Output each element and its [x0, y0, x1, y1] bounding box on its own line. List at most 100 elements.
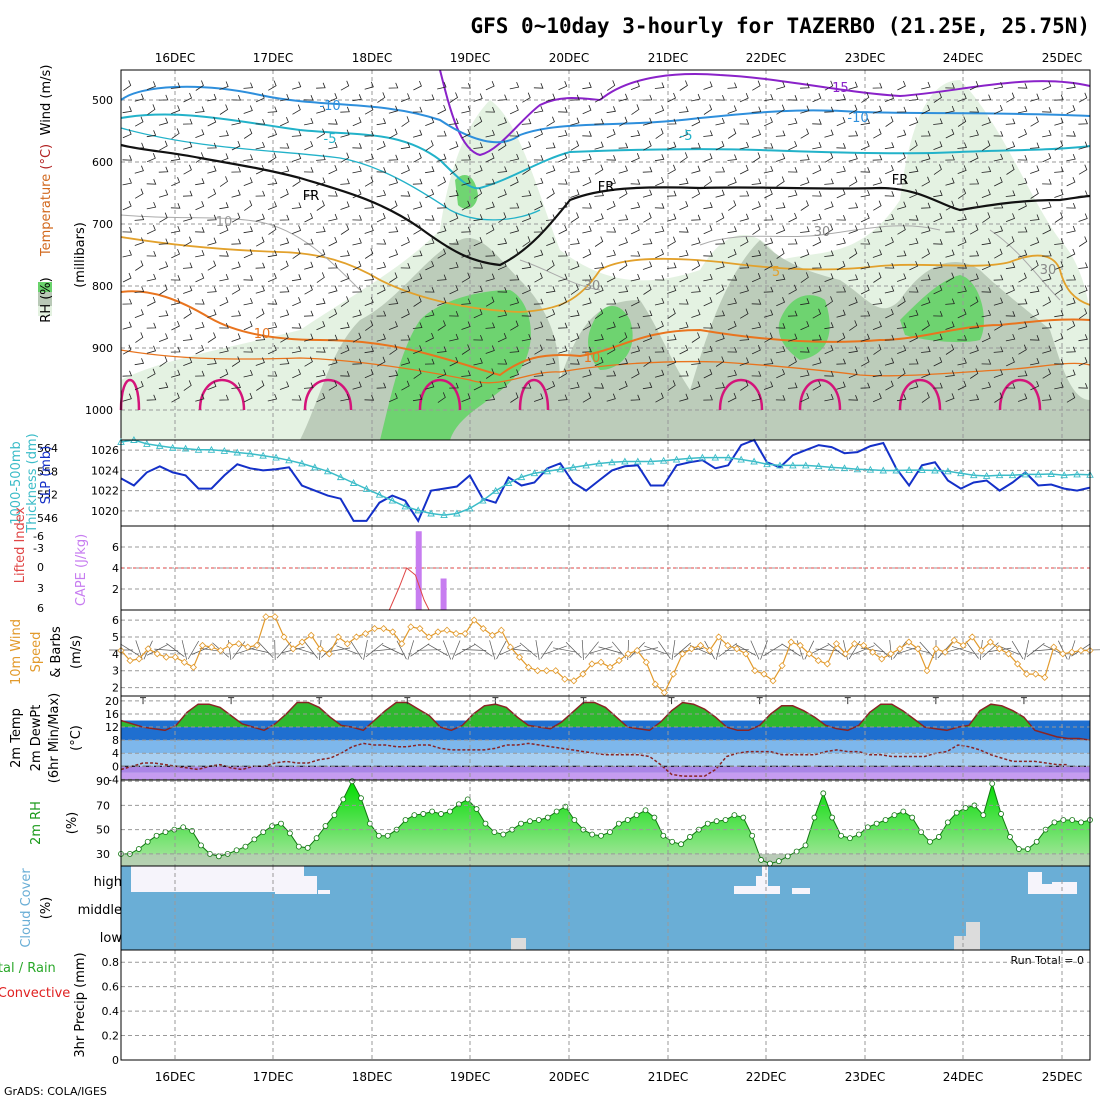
thickness-marker — [711, 453, 720, 461]
wind-barb — [134, 286, 145, 293]
wind-barb — [1017, 226, 1028, 233]
axis-label: SLP (mb) — [39, 446, 54, 505]
wind-barb — [945, 249, 955, 258]
wind-barb — [1054, 381, 1064, 390]
bottom-date-label: 18DEC — [352, 1070, 392, 1084]
wind-speed-marker — [343, 640, 351, 648]
wind-barb — [763, 237, 774, 246]
wind-barb — [1054, 189, 1064, 198]
wind-barb — [219, 104, 229, 115]
wind-barb — [243, 226, 253, 234]
wind-barb — [884, 142, 895, 150]
wind-barb — [630, 130, 641, 138]
wind-barb — [921, 274, 931, 281]
axis-label: (%) — [39, 897, 54, 920]
wind-barb — [510, 320, 519, 331]
wind-barb — [1042, 201, 1052, 210]
wind-barb — [1030, 286, 1040, 294]
wind-barb — [376, 284, 386, 295]
wind-barb — [291, 202, 302, 209]
wind-barb — [449, 92, 458, 103]
wind-barb — [739, 334, 750, 341]
surface-wind-barb — [187, 640, 200, 660]
thickness-marker — [323, 467, 332, 475]
surface-wind-barb — [473, 643, 493, 657]
wind-barb — [909, 260, 919, 271]
surface-wind-barb — [598, 646, 622, 654]
wind-barb — [897, 80, 906, 91]
wind-barb — [981, 117, 991, 126]
wind-barb — [328, 190, 338, 197]
wind-barb — [485, 224, 495, 235]
axis-label: Thickness (dm) — [25, 433, 40, 533]
rh-marker — [660, 832, 667, 839]
cape-tick: 6 — [112, 541, 119, 554]
wind-barb — [860, 382, 871, 389]
wind-barb — [171, 320, 180, 331]
wind-barb — [921, 153, 931, 162]
wind-barb — [921, 297, 931, 306]
thickness-marker — [853, 465, 862, 473]
wind-barb — [328, 262, 338, 269]
wind-barb — [1054, 212, 1063, 223]
wind-barb — [643, 356, 652, 367]
wind-barb — [558, 296, 568, 307]
wind-barb — [158, 261, 169, 270]
wind-barb — [703, 322, 713, 329]
wind-barb — [159, 356, 168, 367]
wind-barb — [1066, 320, 1076, 331]
wind-barb — [400, 191, 411, 197]
wind-barb — [751, 370, 762, 377]
wind-speed-marker — [289, 645, 297, 653]
wind-barb — [195, 272, 205, 283]
wind-barb — [183, 357, 193, 366]
wind-barb — [243, 177, 253, 186]
wind-barb — [425, 309, 435, 318]
wind-barb — [207, 142, 217, 149]
wind-barb — [896, 201, 907, 210]
wind-barb — [424, 215, 435, 221]
thickness-marker — [285, 456, 293, 464]
wind-barb — [485, 80, 495, 91]
axis-label: CAPE (J/kg) — [74, 534, 89, 606]
wind-barb — [933, 310, 943, 317]
wind-barb — [510, 176, 519, 187]
rh-shading — [778, 295, 830, 360]
wind-barb — [812, 141, 822, 150]
wind-barb — [219, 225, 229, 235]
contour-label: 10 — [216, 215, 233, 230]
wind-speed-marker — [389, 628, 397, 636]
thickness-marker — [944, 467, 952, 475]
wind-barb — [1006, 236, 1015, 247]
wind-barb — [473, 142, 483, 149]
wind-barb — [727, 346, 738, 353]
surface-wind-barb — [781, 643, 801, 657]
wind-barb — [122, 344, 132, 355]
wind-barb — [449, 190, 459, 198]
wind-barb — [872, 249, 883, 258]
surface-wind-barb — [873, 642, 890, 658]
wind-barb — [558, 81, 568, 91]
wind-speed-marker — [425, 633, 433, 641]
rh-marker — [1007, 834, 1013, 840]
wind-barb — [255, 213, 265, 222]
wind-barb — [582, 225, 592, 234]
wind-barb — [292, 104, 301, 115]
wind-barb — [921, 248, 930, 259]
wind-barb — [885, 380, 894, 391]
wind-barb — [679, 370, 689, 377]
wind-barb — [183, 236, 192, 247]
warm-contour — [119, 378, 141, 411]
wind-barb — [497, 238, 508, 246]
wind-barb — [267, 299, 278, 305]
wind-barb — [908, 286, 919, 293]
wind-barb — [546, 165, 556, 174]
temp-tick: -4 — [108, 773, 119, 786]
wind-barb — [170, 369, 181, 378]
wind-barb — [533, 393, 544, 402]
wind-barb — [437, 153, 447, 162]
wind-barb — [376, 261, 387, 270]
wind-barb — [896, 394, 907, 402]
wind-speed-marker — [687, 645, 696, 653]
wind-barb — [497, 94, 508, 101]
